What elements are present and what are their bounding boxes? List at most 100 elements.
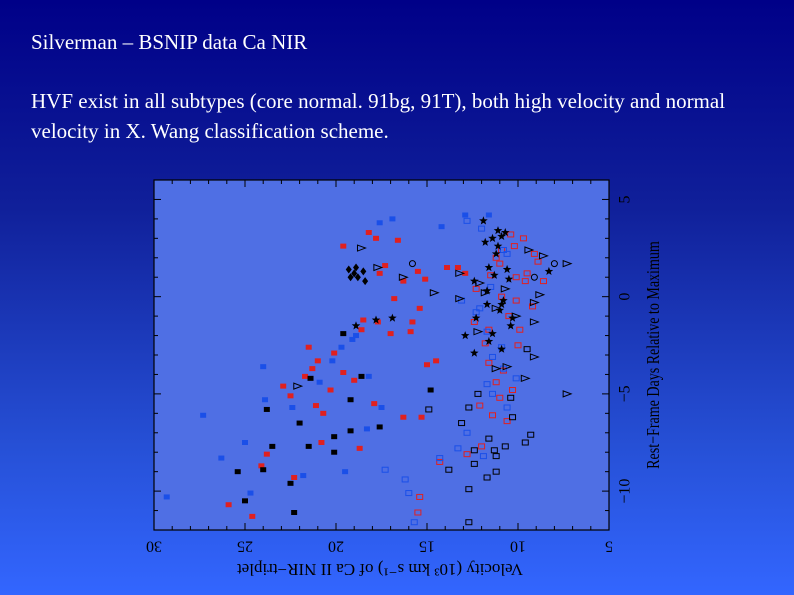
data-point-blue-square-open xyxy=(478,225,486,232)
data-point-black-square-open xyxy=(470,447,478,454)
data-point-red-square-filled xyxy=(356,445,363,451)
data-point-black-square-open xyxy=(507,394,515,401)
data-point-red-square-filled xyxy=(371,401,378,407)
data-point-blue-square-filled xyxy=(289,405,296,410)
data-point-black-star xyxy=(351,321,361,330)
data-point-black-square-open xyxy=(523,346,531,353)
data-point-red-square-filled xyxy=(387,331,394,337)
slide-body-text: HVF exist in all subtypes (core normal. … xyxy=(31,89,726,143)
data-point-black-square-filled xyxy=(376,424,383,430)
data-point-red-square-open xyxy=(509,387,517,393)
data-point-red-square-filled xyxy=(376,270,383,276)
data-point-black-square-open xyxy=(492,453,500,460)
data-point-blue-square-filled xyxy=(247,490,254,496)
data-point-black-square-open xyxy=(501,443,509,450)
data-point-black-triangle-open xyxy=(373,263,384,272)
data-point-black-star xyxy=(504,274,514,283)
data-point-black-triangle-open xyxy=(491,304,502,313)
data-point-red-square-filled xyxy=(422,276,429,282)
data-point-red-square-open xyxy=(507,231,515,238)
data-point-blue-square-filled xyxy=(260,364,267,370)
data-point-black-triangle-open xyxy=(502,362,513,371)
data-point-black-triangle-open xyxy=(511,312,522,320)
data-point-red-square-open xyxy=(530,250,538,257)
data-point-red-square-filled xyxy=(418,414,425,420)
data-point-black-star xyxy=(460,331,470,340)
data-point-black-square-filled xyxy=(296,420,303,426)
data-point-red-square-filled xyxy=(312,403,319,409)
data-point-black-square-open xyxy=(465,519,473,526)
data-point-black-square-open xyxy=(465,404,473,411)
y-tick-labels: −10 −5 0 5 xyxy=(617,195,634,503)
data-point-black-triangle-open xyxy=(529,298,540,307)
data-point-red-square-open xyxy=(529,303,537,310)
data-point-black-star xyxy=(484,263,494,272)
data-point-black-triangle-open xyxy=(473,327,484,336)
data-point-black-star xyxy=(388,313,397,322)
data-point-black-square-filled xyxy=(331,449,338,455)
data-point-red-square-open xyxy=(476,402,484,409)
x-tick-labels: 30 25 20 15 10 5 xyxy=(146,537,613,554)
data-point-blue-square-filled xyxy=(262,397,269,403)
data-point-black-circle-open xyxy=(408,260,416,268)
data-point-black-star xyxy=(470,348,479,357)
data-point-blue-square-open xyxy=(476,305,484,312)
data-point-black-star xyxy=(488,233,497,242)
data-point-red-square-filled xyxy=(340,370,347,375)
data-point-black-square-filled xyxy=(307,375,314,381)
data-point-black-square-filled xyxy=(340,331,347,337)
data-point-black-star xyxy=(471,313,481,322)
data-point-red-square-open xyxy=(516,326,524,333)
data-point-black-star xyxy=(502,264,512,274)
data-point-red-square-filled xyxy=(409,319,416,325)
data-point-red-square-filled xyxy=(414,268,421,274)
data-point-black-triangle-open xyxy=(562,390,573,398)
data-point-red-square-filled xyxy=(444,265,451,270)
data-point-red-square-open xyxy=(519,235,527,242)
slide-title: Silverman – BSNIP data Ca NIR xyxy=(31,30,308,54)
data-point-red-square-open xyxy=(485,359,493,366)
data-point-black-square-filled xyxy=(269,443,276,449)
data-point-black-square-filled xyxy=(358,373,365,379)
data-point-black-square-open xyxy=(521,439,529,446)
data-point-black-square-filled xyxy=(427,387,434,393)
data-point-black-star xyxy=(497,344,506,353)
data-point-blue-square-open xyxy=(489,390,497,397)
data-point-black-star xyxy=(481,237,490,246)
data-point-red-square-filled xyxy=(351,377,358,383)
data-point-black-diamond-filled xyxy=(353,263,360,272)
data-point-red-square-filled xyxy=(373,235,380,241)
data-point-red-square-filled xyxy=(416,305,423,311)
data-point-red-square-open xyxy=(503,418,511,425)
x-tick-label: 25 xyxy=(237,537,253,554)
data-point-black-diamond-filled xyxy=(354,273,361,282)
data-point-black-star xyxy=(490,270,499,279)
data-point-black-star xyxy=(501,228,510,237)
data-point-blue-square-open xyxy=(401,476,409,483)
data-point-blue-square-open xyxy=(479,453,487,460)
data-point-red-square-filled xyxy=(382,263,389,269)
plot-background xyxy=(154,180,609,530)
data-point-black-triangle-open xyxy=(562,259,573,268)
data-point-black-triangle-open xyxy=(491,364,502,373)
data-point-black-triangle-open xyxy=(398,273,409,281)
data-point-black-star xyxy=(470,276,479,285)
data-point-blue-square-open xyxy=(499,247,507,253)
data-point-blue-square-open xyxy=(483,381,491,388)
data-point-blue-square-filled xyxy=(389,216,396,222)
data-point-black-square-open xyxy=(509,414,517,421)
data-point-red-square-filled xyxy=(249,513,256,519)
data-point-red-square-open xyxy=(496,394,504,401)
data-point-red-square-open xyxy=(416,493,424,500)
data-point-blue-square-filled xyxy=(353,333,360,339)
data-point-red-square-filled xyxy=(305,344,312,350)
data-point-red-square-open xyxy=(463,451,471,458)
data-point-red-square-filled xyxy=(280,383,287,389)
data-point-red-square-filled xyxy=(318,440,325,445)
data-point-red-square-open xyxy=(512,297,520,304)
data-point-black-triangle-open xyxy=(535,291,546,299)
data-point-black-star xyxy=(495,305,505,314)
data-point-blue-square-filled xyxy=(200,412,207,418)
data-point-red-square-filled xyxy=(302,373,309,379)
data-point-blue-square-filled xyxy=(363,426,370,432)
